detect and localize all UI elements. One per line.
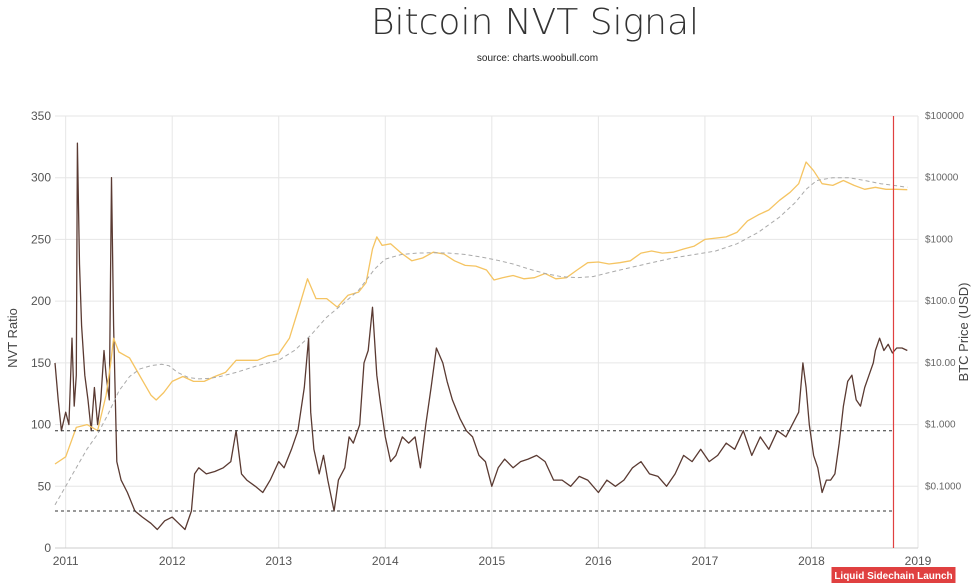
y-tick-label: 50 bbox=[38, 479, 52, 493]
y-tick-label: 150 bbox=[31, 356, 51, 370]
y-tick-label: 250 bbox=[31, 232, 51, 246]
y-tick-label: 350 bbox=[31, 109, 51, 123]
annotation-layer: Liquid Sidechain Launch bbox=[831, 116, 956, 583]
x-tick-label: 2011 bbox=[53, 554, 79, 568]
y-axis-label: NVT Ratio bbox=[5, 308, 20, 368]
y2-tick-label: $0.1000 bbox=[925, 481, 962, 492]
nvt-ratio-line bbox=[54, 142, 908, 531]
series-layer bbox=[54, 142, 908, 531]
y2-tick-label: $1000 bbox=[925, 234, 953, 245]
x-tick-label: 2015 bbox=[478, 554, 505, 568]
x-tick-label: 2013 bbox=[265, 554, 292, 568]
x-axis-ticks: 2011 2012 2013 2014 2015 2016 2017 2018 2019 bbox=[53, 554, 932, 568]
x-tick-label: 2014 bbox=[372, 554, 399, 568]
x-tick-label: 2019 bbox=[905, 554, 932, 568]
annotation-label: Liquid Sidechain Launch bbox=[834, 571, 952, 582]
chart-title: Bitcoin NVT Signal bbox=[370, 2, 700, 43]
y-tick-label: 0 bbox=[44, 541, 51, 555]
price-moving-average-line bbox=[54, 177, 908, 506]
y-tick-label: 300 bbox=[31, 171, 51, 185]
y-tick-label: 100 bbox=[31, 418, 51, 432]
y2-tick-label: $1.000 bbox=[925, 420, 956, 431]
y2-tick-label: $100000 bbox=[925, 111, 964, 122]
y2-tick-label: $10000 bbox=[925, 173, 959, 184]
y2-tick-label: $100.0 bbox=[925, 296, 956, 307]
x-tick-label: 2017 bbox=[692, 554, 719, 568]
y2-axis-label: BTC Price (USD) bbox=[956, 283, 971, 382]
x-tick-label: 2018 bbox=[798, 554, 825, 568]
right-axis-ticks: $0.1000 $1.000 $10.00 $100.0 $1000 $10000 $100… bbox=[925, 111, 964, 492]
chart-subtitle: source: charts.woobull.com bbox=[476, 53, 599, 64]
grid-lines bbox=[55, 115, 919, 549]
y2-tick-label: $10.00 bbox=[925, 358, 956, 369]
x-tick-label: 2016 bbox=[585, 554, 612, 568]
y-tick-label: 200 bbox=[31, 294, 51, 308]
reference-lines bbox=[55, 430, 892, 512]
annotation-label-box bbox=[831, 567, 956, 583]
x-tick-label: 2012 bbox=[159, 554, 186, 568]
btc-price-line bbox=[54, 161, 908, 465]
left-axis-ticks: 0 50 100 150 200 250 300 350 bbox=[31, 109, 51, 555]
